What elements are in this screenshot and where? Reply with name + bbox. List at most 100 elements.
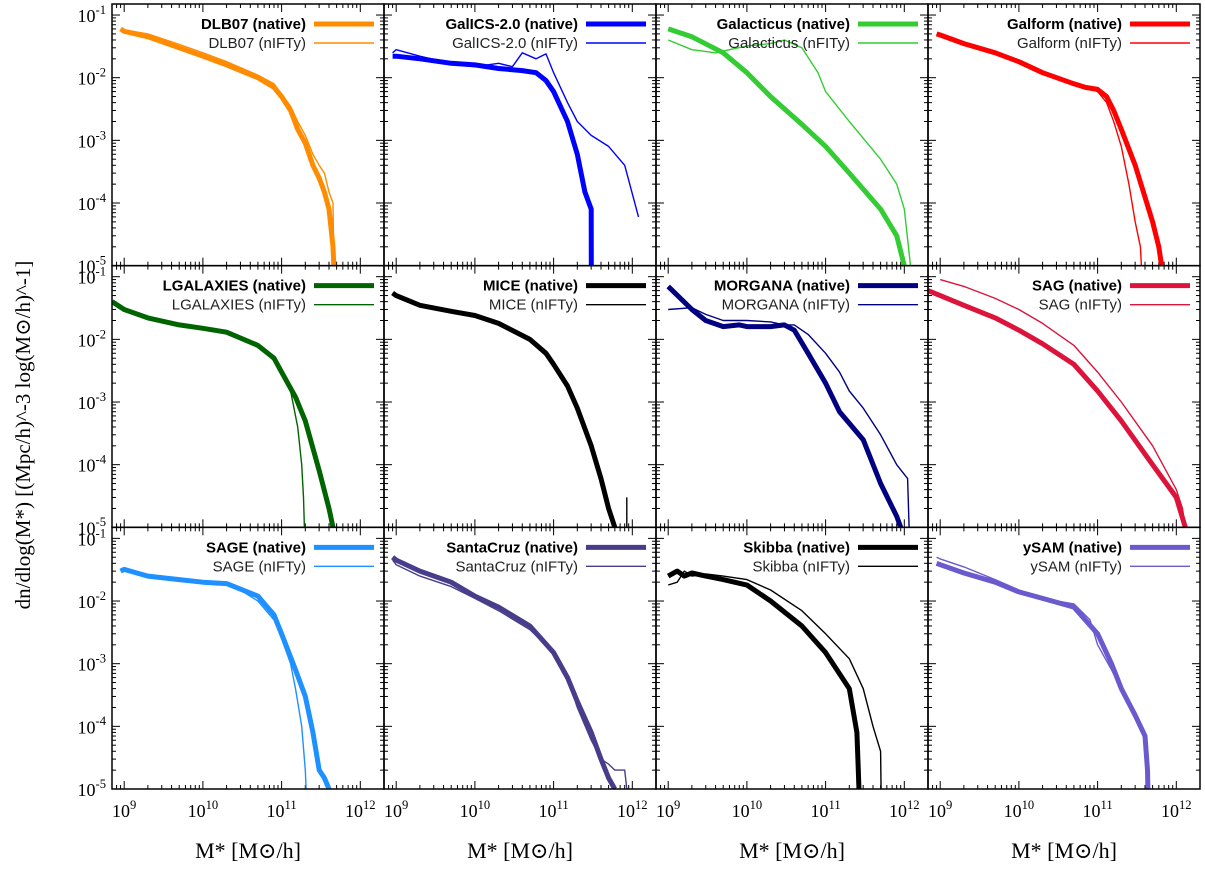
legend: SAG (native) SAG (nIFTy) [1032,278,1190,314]
panel-series [928,278,1188,528]
x-tick-label: 1010 [460,798,491,821]
x-axis-label: M* [M⊙/h] [739,838,845,863]
panel-series [391,555,628,789]
x-axis-label: M* [M⊙/h] [195,838,301,863]
panel-series [935,556,1151,789]
panel-series [119,26,337,266]
x-tick-label: 1012 [345,798,376,821]
y-tick-label: 10-1 [78,526,107,549]
panel-11: Skibba (native) Skibba (nIFTy) 109 1010 1011… [655,526,929,821]
legend-label-1: Galacticus (native) [717,16,850,33]
legend-label-1: SAGE (native) [206,539,306,556]
panel-1: DLB07 (native) DLB07 (nIFTy) 10-5 10-4 10-3 1… [78,3,385,277]
legend-label-2: SAGE (nIFTy) [213,558,306,575]
y-tick-label: 10-4 [78,453,107,476]
panel-9: SAGE (native) SAGE (nIFTy) 10-5 10-4 10-3 10-… [78,526,385,821]
legend-label-1: GalICS-2.0 (native) [445,16,578,33]
x-tick-label: 109 [112,798,136,821]
series-line-1 [667,26,907,266]
series-line-1 [391,290,618,528]
legend: Skibba (native) Skibba (nIFTy) [743,539,918,575]
panel-2: GalICS-2.0 (native) GalICS-2.0 (nIFTy) [383,3,657,267]
legend-label-2: Galform (nIFTy) [1017,35,1122,52]
series-line-2 [667,39,912,266]
legend: DLB07 (native) DLB07 (nIFTy) [201,16,374,52]
series-line-2 [392,49,640,218]
panel-10: SantaCruz (native) SantaCruz (nIFTy) 109 10… [383,526,657,821]
series-line-2 [392,559,628,789]
legend: Galform (native) Galform (nIFTy) [1007,16,1190,52]
panel-8: SAG (native) SAG (nIFTy) [927,264,1201,529]
series-line-1 [935,31,1165,266]
series-line-1 [112,299,336,528]
series-line-2 [120,28,335,266]
x-tick-label: 109 [384,798,408,821]
panel-6: MICE (native) MICE (nIFTy) [383,264,657,529]
series-line-2 [936,33,1143,266]
legend-label-2: SantaCruz (nIFTy) [455,558,578,575]
x-tick-label: 1010 [732,798,763,821]
panel-series [666,284,910,528]
x-tick-label: 1011 [811,798,841,821]
panel-3: Galacticus (native) Galacticus (nFITy) [655,3,929,267]
legend-label-2: SAG (nIFTy) [1039,297,1122,314]
y-tick-label: 10-3 [78,390,107,413]
panel-series [391,290,628,528]
x-axis-labels: M* [M⊙/h] M* [M⊙/h] M* [M⊙/h] M* [M⊙/h] [195,838,1117,863]
legend: ySAM (native) ySAM (nIFTy) [1023,539,1190,575]
series-line-2 [668,307,910,528]
legend-label-2: Skibba (nIFTy) [752,558,850,575]
x-tick-label: 1010 [188,798,219,821]
legend-label-1: LGALAXIES (native) [163,278,306,295]
panel-grid: DLB07 (native) DLB07 (nIFTy) 10-5 10-4 10-3 1… [78,3,1201,821]
panel-series [667,26,912,266]
series-line-2 [392,292,616,528]
legend-label-1: SAG (native) [1032,278,1122,295]
legend: SantaCruz (native) SantaCruz (nIFTy) [446,539,646,575]
y-tick-label: 10-3 [78,128,107,151]
y-tick-label: 10-5 [78,515,107,538]
series-line-1 [666,568,862,789]
x-tick-label: 1012 [1161,798,1192,821]
series-line-1 [392,53,594,266]
legend: MORGANA (native) MORGANA (nIFTy) [714,278,918,314]
series-line-1 [119,566,332,789]
y-axis-label-group: dn/dlog(M*) [(Mpc/h)^-3 log(M⊙/h)^-1] [11,261,35,610]
legend-label-1: ySAM (native) [1023,539,1122,556]
legend-label-1: SantaCruz (native) [446,539,578,556]
x-tick-label: 1011 [1083,798,1113,821]
legend-label-1: Skibba (native) [743,539,850,556]
series-line-2 [120,568,307,789]
y-tick-label: 10-1 [78,3,107,26]
panel-4: Galform (native) Galform (nIFTy) [927,3,1201,267]
x-tick-label: 1011 [267,798,297,821]
x-tick-label: 109 [656,798,680,821]
y-tick-label: 10-1 [78,265,107,288]
x-axis-label: M* [M⊙/h] [1011,838,1117,863]
panel-series [119,566,332,789]
legend-label-1: MICE (native) [483,278,578,295]
panel-series [112,299,336,528]
x-tick-label: 1012 [617,798,648,821]
y-tick-label: 10-4 [78,714,107,737]
legend-label-2: Galacticus (nFITy) [728,35,850,52]
series-line-1 [666,284,904,528]
panel-7: MORGANA (native) MORGANA (nIFTy) [655,264,929,529]
y-tick-label: 10-2 [78,327,107,350]
series-line-2 [667,570,882,789]
x-tick-label: 1010 [1004,798,1035,821]
legend-label-1: MORGANA (native) [714,278,850,295]
series-line-2 [936,556,1149,789]
legend-label-2: ySAM (nIFTy) [1030,558,1122,575]
legend: LGALAXIES (native) LGALAXIES (nIFTy) [163,278,374,314]
legend-label-1: Galform (native) [1007,16,1122,33]
x-tick-label: 1012 [889,798,920,821]
series-line-2 [940,278,1186,528]
legend-label-2: MORGANA (nIFTy) [722,297,850,314]
y-tick-label: 10-5 [78,254,107,277]
panel-frame [927,526,1201,790]
panel-12: ySAM (native) ySAM (nIFTy) 109 1010 1011 1012 [927,526,1201,821]
y-tick-label: 10-4 [78,191,107,214]
y-axis-label: dn/dlog(M*) [(Mpc/h)^-3 log(M⊙/h)^-1] [11,261,35,610]
